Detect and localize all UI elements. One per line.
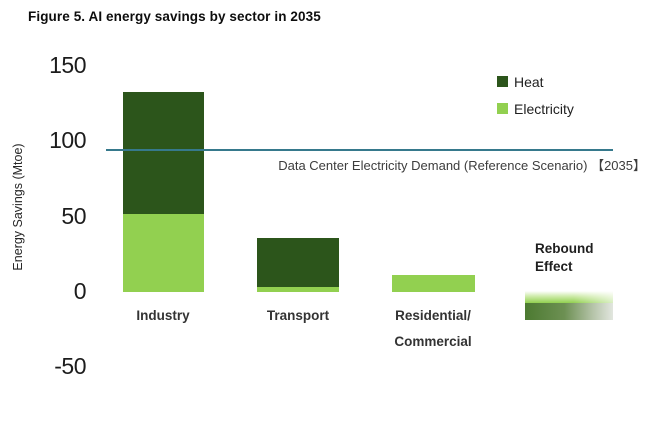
category-label-industry-text: Industry — [136, 308, 190, 323]
rebound-label-line1: Rebound — [535, 241, 594, 256]
bar-industry — [123, 0, 204, 431]
bar-industry-electricity-segment — [123, 213, 204, 292]
category-label-industry: Industry — [88, 303, 238, 329]
rebound-bar-light-segment — [525, 291, 613, 303]
y-tick-50: 50 — [61, 202, 86, 229]
rebound-label-line2: Effect — [535, 258, 573, 274]
legend: Heat Electricity — [497, 68, 574, 122]
heat-swatch-icon — [497, 76, 508, 87]
category-label-transport: Transport — [223, 303, 373, 329]
reference-line-label: Data Center Electricity Demand (Referenc… — [278, 158, 646, 173]
rebound-effect-label: Rebound Effect — [535, 240, 594, 275]
bar-transport-electricity-segment — [257, 287, 339, 292]
bar-industry-heat-segment — [123, 91, 204, 214]
legend-label-heat: Heat — [514, 73, 544, 90]
y-tick-100: 100 — [49, 127, 86, 154]
category-label-residential-commercial: Residential/ Commercial — [358, 303, 508, 355]
electricity-swatch-icon — [497, 103, 508, 114]
rebound-bar-dark-segment — [525, 302, 613, 320]
bar-transport — [257, 0, 339, 431]
y-tick-150: 150 — [49, 51, 86, 78]
legend-row-heat: Heat — [497, 68, 574, 95]
category-label-residential-line2: Commercial — [394, 334, 472, 349]
category-label-residential-line1: Residential/ — [395, 308, 471, 323]
legend-row-electricity: Electricity — [497, 95, 574, 122]
bar-transport-heat-segment — [257, 237, 339, 288]
bar-residential-electricity-segment — [392, 275, 475, 292]
reference-line — [106, 149, 613, 152]
y-tick-neg50: -50 — [54, 353, 86, 380]
chart-title: Figure 5. AI energy savings by sector in… — [28, 9, 321, 24]
legend-label-electricity: Electricity — [514, 100, 574, 117]
y-tick-0: 0 — [73, 278, 87, 304]
bar-residential-commercial — [392, 0, 475, 431]
category-label-transport-text: Transport — [266, 308, 330, 323]
